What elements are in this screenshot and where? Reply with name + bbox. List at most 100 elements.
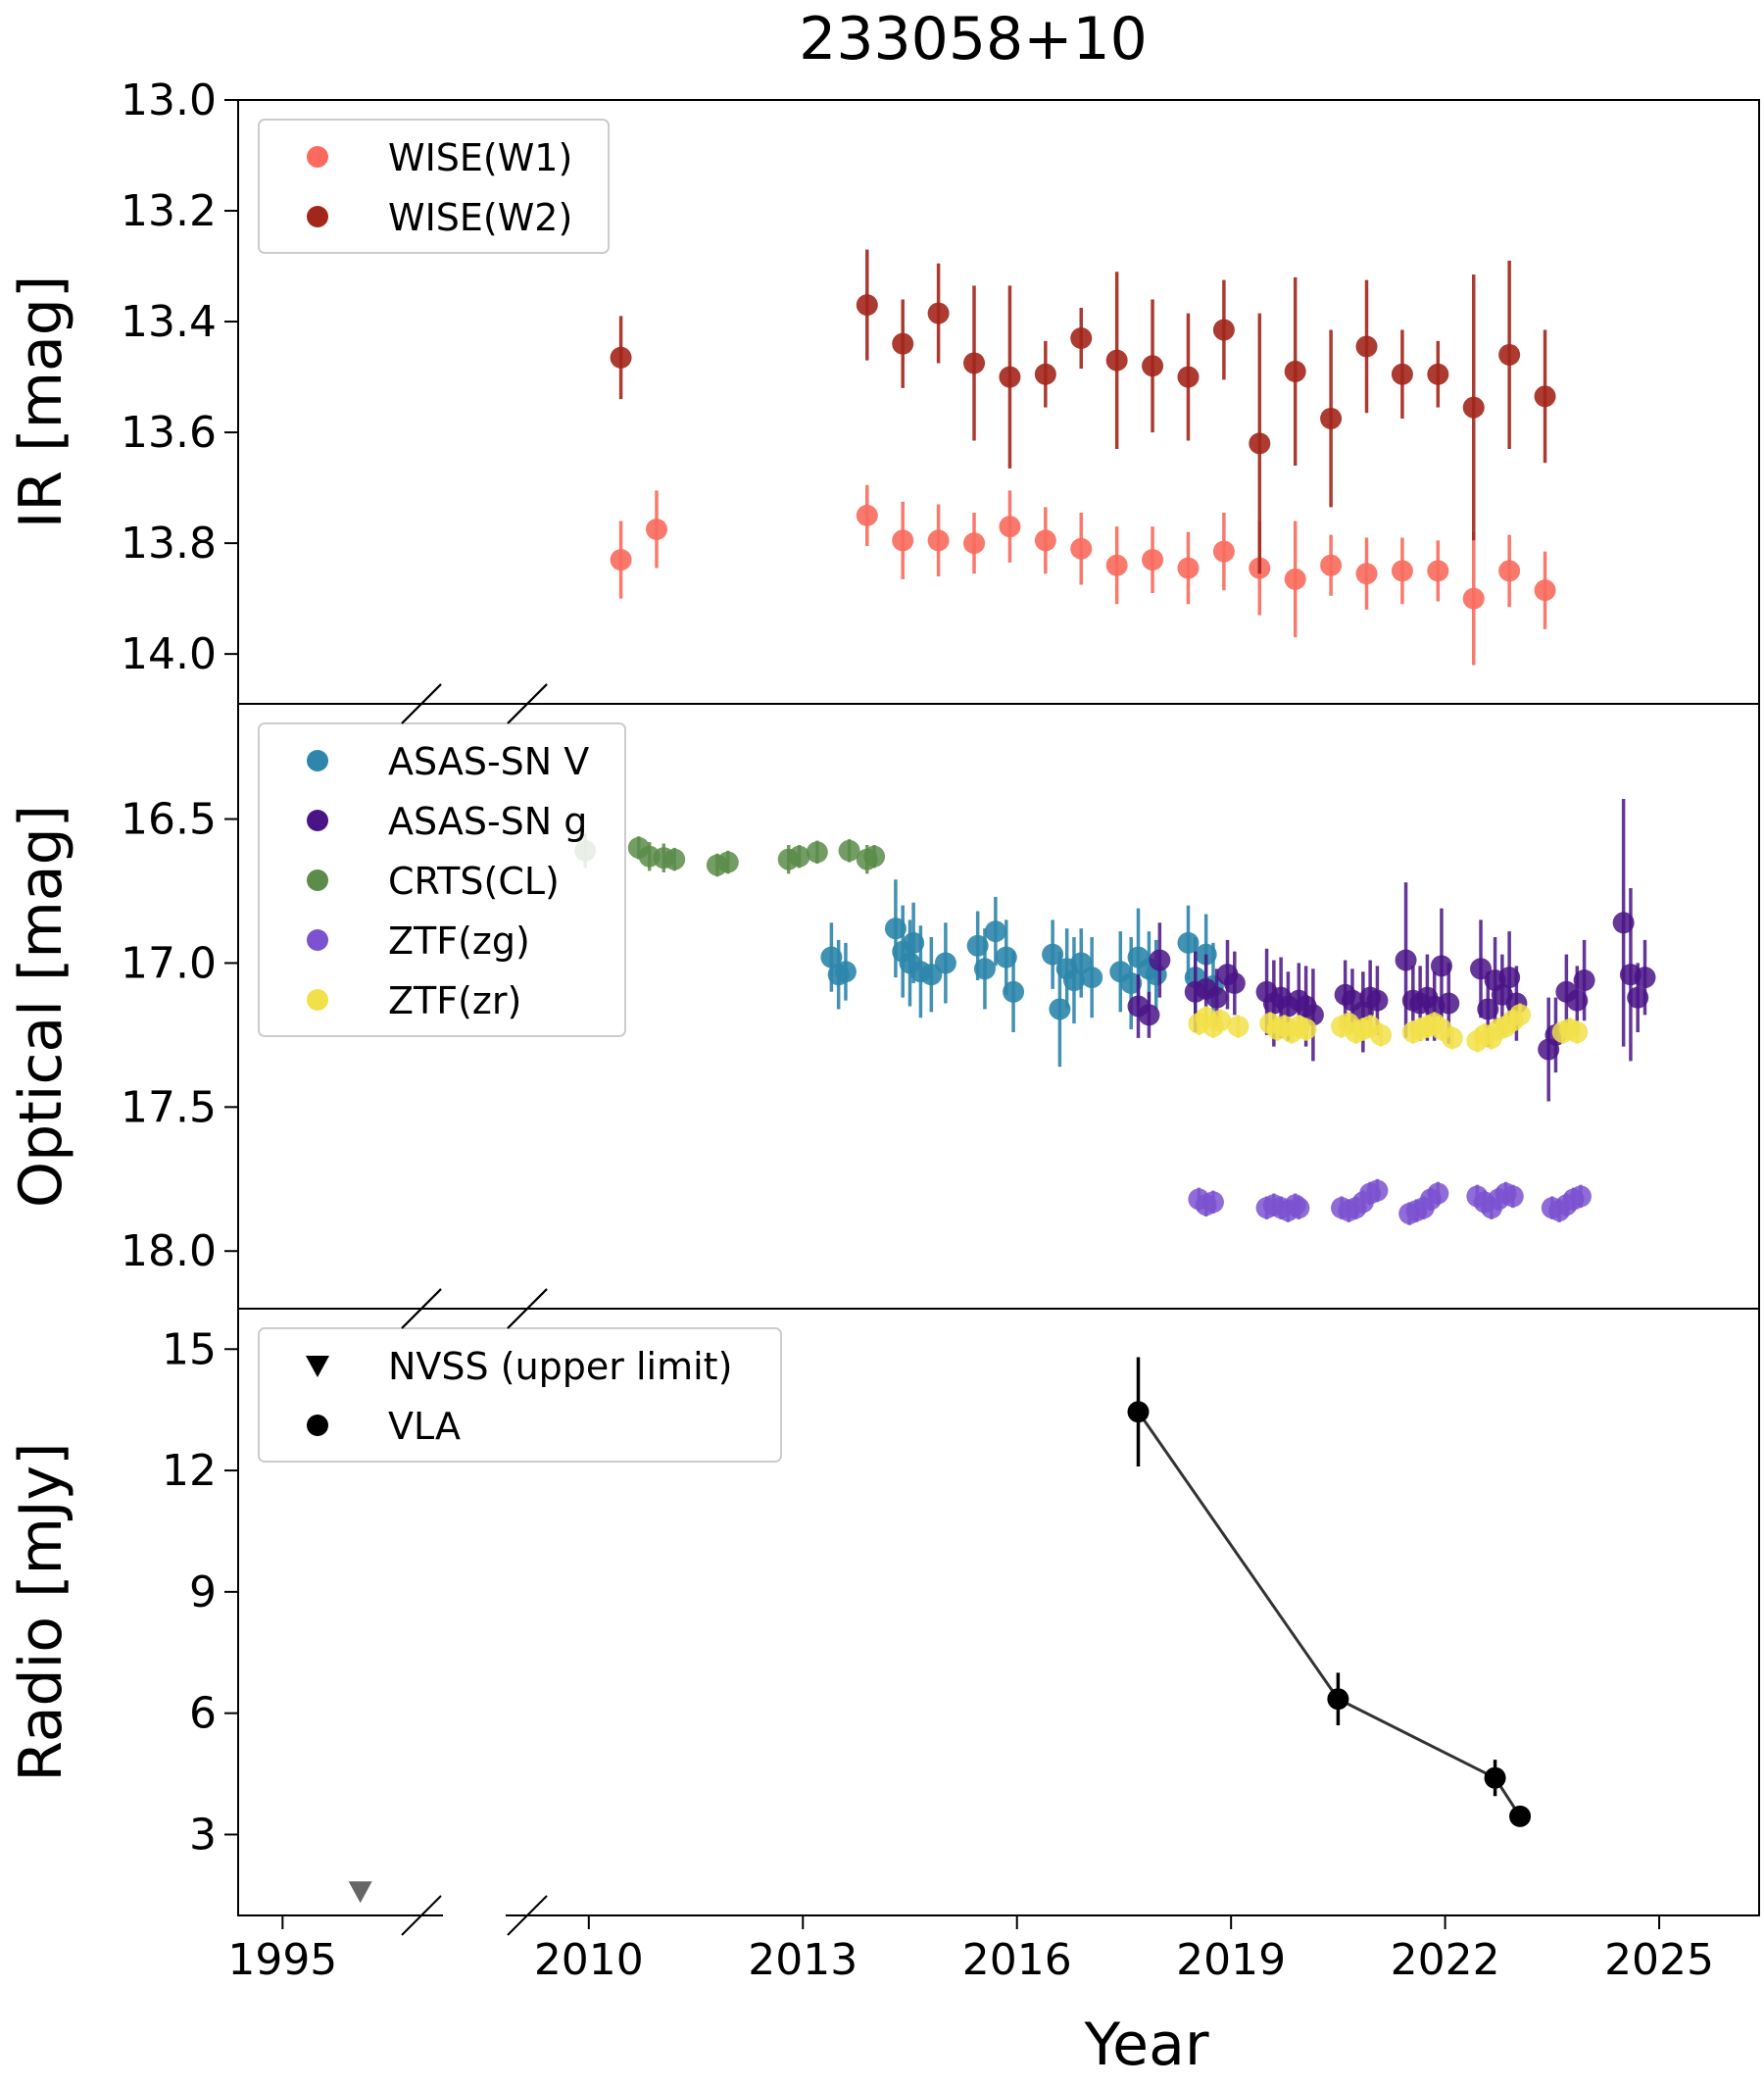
data-point <box>788 845 810 868</box>
data-point <box>663 848 686 870</box>
radio-panel: 3 6 9 12 15 Radio [mJy] NVSS (upper limit) VLA <box>7 1288 1760 1936</box>
legend-label: NVSS (upper limit) <box>388 1345 732 1388</box>
data-point <box>1612 912 1635 934</box>
data-point <box>1003 980 1025 1003</box>
data-point <box>1284 568 1306 590</box>
data-point <box>1223 971 1246 994</box>
axis-break-mark <box>401 683 442 724</box>
legend-marker <box>307 929 328 951</box>
axis-break-mark <box>507 683 548 724</box>
legend-marker <box>307 146 328 168</box>
data-point <box>1105 349 1128 372</box>
data-point <box>920 964 943 986</box>
legend-label: WISE(W1) <box>388 136 572 179</box>
data-point <box>1477 998 1499 1020</box>
data-point <box>1142 355 1164 377</box>
data-point <box>1288 1197 1310 1219</box>
data-point <box>1227 1016 1250 1038</box>
data-point <box>1430 955 1452 977</box>
data-point <box>1566 989 1589 1012</box>
optical-ytick-label: 17.0 <box>121 938 217 988</box>
data-point <box>863 845 886 868</box>
series-ztf-zg- <box>1188 1178 1592 1225</box>
data-point <box>716 851 739 873</box>
data-point <box>1391 363 1413 385</box>
upper-limit-marker <box>348 1881 372 1904</box>
data-point <box>1501 1185 1524 1208</box>
legend-marker <box>307 810 328 831</box>
legend-label: CRTS(CL) <box>388 860 560 903</box>
data-point <box>838 839 860 862</box>
axis-break-mark <box>401 1895 442 1936</box>
data-point <box>1366 989 1389 1012</box>
legend-label: VLA <box>388 1405 461 1448</box>
legend-box <box>258 119 610 254</box>
data-point <box>1209 1010 1232 1032</box>
legend-marker <box>306 1356 329 1377</box>
data-point <box>1395 949 1417 971</box>
ir-y-axis-label: IR [mag] <box>7 275 75 529</box>
data-point <box>1498 560 1521 582</box>
axis-break-gap <box>443 1913 506 1918</box>
data-point <box>1573 969 1595 992</box>
data-point <box>1295 1019 1317 1041</box>
radio-ytick-label: 12 <box>162 1446 217 1496</box>
data-point <box>1509 1004 1532 1026</box>
data-point <box>856 294 878 317</box>
data-point <box>1320 554 1343 576</box>
data-point <box>1370 1023 1393 1046</box>
xtick-label: 2016 <box>962 1935 1072 1985</box>
data-point <box>820 946 843 969</box>
x-axis-label: Year <box>1083 2011 1208 2079</box>
data-point <box>1470 958 1493 980</box>
data-point <box>1177 557 1200 579</box>
data-point <box>934 952 956 974</box>
data-point <box>966 934 989 957</box>
ir-ytick-label: 13.4 <box>121 297 217 347</box>
data-point <box>1249 432 1271 455</box>
legend-marker <box>307 206 328 227</box>
data-point <box>1127 1401 1150 1423</box>
data-point <box>834 961 857 983</box>
xtick-label: 2025 <box>1604 1935 1714 1985</box>
data-point <box>1498 967 1521 989</box>
data-point <box>1034 363 1056 385</box>
data-point <box>1138 1004 1160 1026</box>
data-point <box>1427 363 1449 385</box>
data-point <box>1627 986 1649 1009</box>
data-point <box>1462 396 1485 419</box>
data-point <box>963 532 986 555</box>
data-point <box>1120 971 1143 994</box>
data-point <box>1355 563 1378 585</box>
xtick-label: 2013 <box>748 1935 858 1985</box>
optical-legend: ASAS-SN V ASAS-SN g CRTS(CL) ZTF(zg) ZTF(zr) <box>258 722 626 1037</box>
data-point <box>1105 554 1128 576</box>
radio-ytick-label: 15 <box>162 1324 217 1374</box>
xtick-label: 2019 <box>1176 1935 1286 1985</box>
data-point <box>645 518 667 540</box>
data-point <box>1212 319 1235 341</box>
legend-marker <box>307 750 328 771</box>
legend-marker <box>307 870 328 891</box>
data-point <box>1569 1185 1592 1208</box>
data-point <box>1149 949 1171 971</box>
data-point <box>984 920 1006 943</box>
radio-ytick-label: 9 <box>189 1567 217 1617</box>
data-point <box>903 931 925 954</box>
legend-label: ASAS-SN g <box>388 800 587 843</box>
series-crts-cl- <box>574 833 886 877</box>
series-ztf-zr- <box>1188 1003 1589 1053</box>
legend-label: ZTF(zg) <box>388 919 530 963</box>
data-point <box>1142 549 1164 571</box>
data-point <box>1355 335 1378 358</box>
optical-y-axis-label: Optical [mag] <box>7 805 75 1208</box>
optical-ytick-label: 18.0 <box>121 1226 217 1276</box>
data-point <box>1484 1766 1506 1789</box>
data-point <box>1462 587 1485 610</box>
data-point <box>927 302 950 324</box>
data-point <box>1081 967 1103 989</box>
data-point <box>1427 560 1449 582</box>
data-point <box>1049 998 1071 1020</box>
